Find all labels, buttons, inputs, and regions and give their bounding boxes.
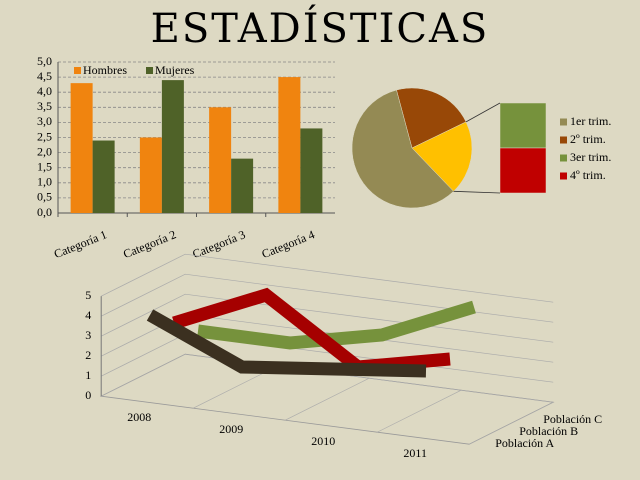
legend-swatch <box>560 118 567 126</box>
grid-line <box>101 253 554 303</box>
connector <box>465 102 501 123</box>
y-tick-label: 2 <box>85 348 91 362</box>
legend-swatch <box>146 67 153 74</box>
series-label: Población C <box>543 412 602 426</box>
y-tick-label: 3 <box>85 328 91 342</box>
y-tick-label: 4 <box>85 308 91 322</box>
ribbon <box>172 287 451 374</box>
legend-label: Hombres <box>83 63 127 77</box>
connector <box>453 190 501 194</box>
y-tick-label: 4,0 <box>37 84 52 98</box>
legend-swatch <box>560 172 567 180</box>
bar <box>209 107 232 213</box>
grid-line <box>101 273 554 323</box>
x-tick-label: 2011 <box>403 446 427 460</box>
legend-label: 2º trim. <box>570 132 606 146</box>
pie-slice <box>351 89 454 209</box>
legend-label: Mujeres <box>155 63 195 77</box>
pie-slice <box>396 87 467 149</box>
ribbon <box>197 300 476 350</box>
y-tick-label: 5 <box>85 288 91 302</box>
y-tick-label: 1 <box>85 368 91 382</box>
bar <box>70 83 93 213</box>
floor-grid <box>469 401 554 445</box>
x-tick-label: 2009 <box>219 422 243 436</box>
y-tick-label: 4,5 <box>37 69 52 83</box>
y-tick-label: 1,0 <box>37 175 52 189</box>
series-label: Población B <box>519 424 578 438</box>
x-tick-label: 2008 <box>127 410 151 424</box>
y-tick-label: 3,5 <box>37 99 52 113</box>
pie-other-slice <box>411 121 473 192</box>
y-tick-label: 5,0 <box>37 54 52 68</box>
bar <box>278 77 301 213</box>
bar <box>92 140 115 213</box>
legend-swatch <box>560 154 567 162</box>
bar <box>139 137 162 213</box>
bar <box>300 128 323 213</box>
secondary-bar-segment <box>499 147 547 194</box>
legend-label: 3er trim. <box>570 150 611 164</box>
y-tick-label: 1,5 <box>37 159 52 173</box>
legend-label: 1er trim. <box>570 114 611 128</box>
x-tick-label: 2010 <box>311 434 335 448</box>
y-tick-label: 2,5 <box>37 129 52 143</box>
legend-swatch <box>74 67 81 74</box>
legend-label: 4º trim. <box>570 168 606 182</box>
grid-line <box>101 353 554 403</box>
y-tick-label: 0 <box>85 388 91 402</box>
y-tick-label: 0,5 <box>37 190 52 204</box>
floor-grid <box>285 377 370 421</box>
slide-title: ESTADÍSTICAS <box>151 5 490 52</box>
bar <box>231 158 254 213</box>
floor-grid <box>377 389 462 433</box>
series-label: Población A <box>495 436 554 450</box>
y-tick-label: 3,0 <box>37 114 52 128</box>
ribbon <box>146 309 427 378</box>
y-tick-label: 0,0 <box>37 205 52 219</box>
y-tick-label: 2,0 <box>37 144 52 158</box>
legend-swatch <box>560 136 567 144</box>
secondary-bar-segment <box>499 102 547 149</box>
bar <box>161 80 184 214</box>
